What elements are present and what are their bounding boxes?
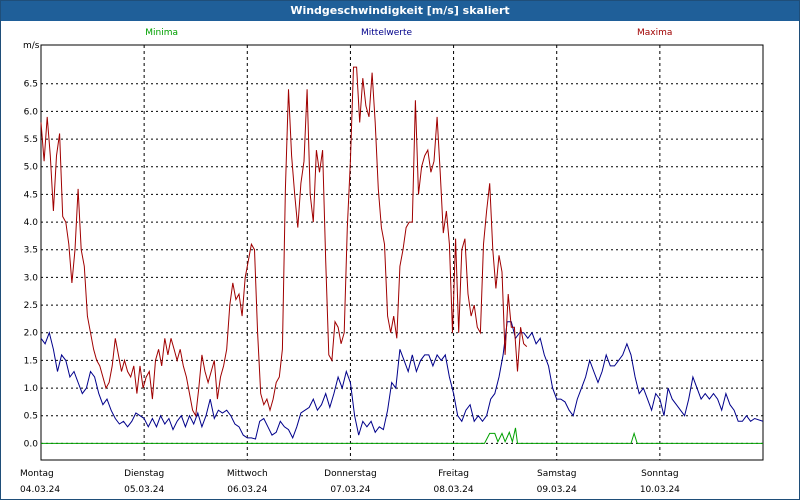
y-tick-label: 1.5	[24, 356, 38, 366]
series-line-maxima	[40, 66, 528, 418]
x-tick-date: 05.03.24	[124, 485, 164, 495]
x-tick-weekday: Mittwoch	[227, 469, 268, 479]
x-tick-weekday: Montag	[20, 469, 54, 479]
y-tick-label: 6.0	[24, 107, 39, 117]
y-tick-label: 5.5	[24, 135, 38, 145]
y-tick-label: 5.0	[24, 163, 39, 173]
series-line-minima	[41, 427, 763, 444]
chart-plot: 0.0 0.5 1.0 1.5 2.0 2.5 3.0 3.5 4.0 4.5 5.0 5.5 6.0 6…	[20, 28, 764, 495]
chart-title: Windgeschwindigkeit [m/s] skaliert	[1, 1, 799, 21]
legend-minima: Minima	[145, 28, 178, 38]
x-tick-date: 07.03.24	[330, 485, 370, 495]
y-tick-label: 0.0	[24, 439, 39, 449]
y-tick-label: 3.5	[24, 246, 38, 256]
x-tick-date: 09.03.24	[537, 485, 577, 495]
y-tick-label: 1.0	[24, 384, 39, 394]
y-tick-label: 3.0	[24, 273, 39, 283]
x-tick-weekday: Samstag	[537, 469, 576, 479]
x-tick-date: 06.03.24	[227, 485, 267, 495]
x-tick-weekday: Freitag	[438, 469, 469, 479]
x-tick-weekday: Sonntag	[641, 469, 678, 479]
y-tick-label: 2.5	[24, 301, 38, 311]
y-tick-label: 0.5	[24, 412, 38, 422]
x-tick-weekday: Donnerstag	[324, 469, 377, 479]
y-tick-label: 4.0	[24, 218, 39, 228]
y-tick-label: 4.5	[24, 190, 38, 200]
y-tick-label: 2.0	[24, 329, 39, 339]
x-tick-weekday: Dienstag	[124, 469, 164, 479]
legend-maxima: Maxima	[637, 28, 672, 38]
x-tick-date: 04.03.24	[20, 485, 60, 495]
x-tick-date: 08.03.24	[434, 485, 474, 495]
x-tick-date: 10.03.24	[640, 485, 680, 495]
y-axis-label: m/s	[23, 41, 40, 51]
legend-mittelwerte: Mittelwerte	[361, 28, 412, 38]
series-line-mittelwerte	[40, 321, 764, 440]
y-tick-label: 6.5	[24, 80, 38, 90]
